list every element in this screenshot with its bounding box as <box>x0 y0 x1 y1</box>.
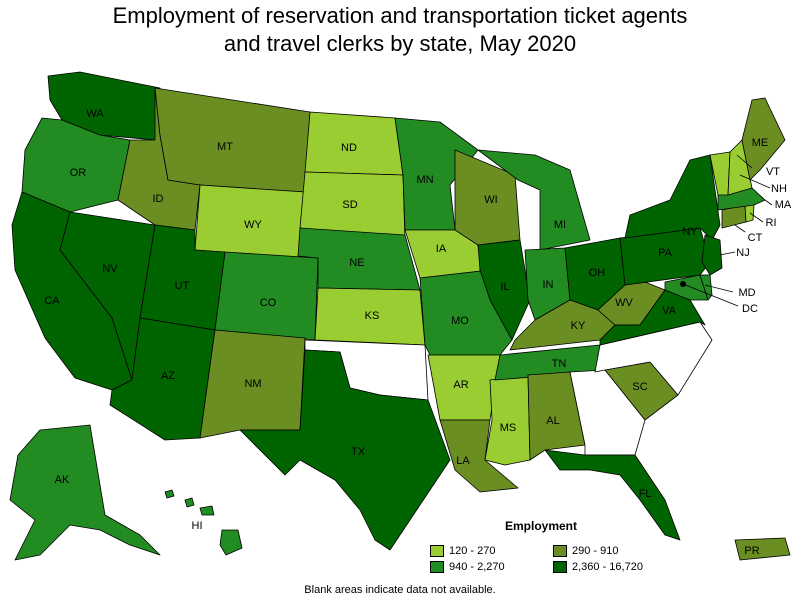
state-al[interactable] <box>527 371 586 461</box>
state-me[interactable] <box>741 97 786 181</box>
state-pr[interactable] <box>734 537 791 561</box>
label-tx: TX <box>351 446 366 458</box>
label-nj: NJ <box>736 247 749 259</box>
label-mn: MN <box>416 174 433 186</box>
state-hi[interactable] <box>164 489 243 556</box>
legend-item-2: 290 - 910 <box>553 545 618 557</box>
label-fl: FL <box>639 488 652 500</box>
legend-label-1: 120 - 270 <box>449 545 496 557</box>
label-nm: NM <box>244 378 261 390</box>
state-co[interactable] <box>214 251 319 341</box>
legend-item-3: 940 - 2,270 <box>430 561 505 573</box>
label-mt: MT <box>217 141 233 153</box>
label-ks: KS <box>365 310 380 322</box>
label-wa: WA <box>86 108 104 120</box>
label-ri: RI <box>766 217 777 229</box>
title-line-2: and travel clerks by state, May 2020 <box>223 31 577 56</box>
label-la: LA <box>456 455 470 467</box>
label-ia: IA <box>436 243 447 255</box>
label-oh: OH <box>589 267 606 279</box>
legend-swatch-2 <box>553 545 567 557</box>
label-wy: WY <box>244 219 262 231</box>
label-or: OR <box>70 167 87 179</box>
state-nc[interactable] <box>594 321 713 396</box>
label-az: AZ <box>161 370 175 382</box>
legend-label-2: 290 - 910 <box>572 545 619 557</box>
label-ut: UT <box>175 280 190 292</box>
label-sc: SC <box>632 381 647 393</box>
label-pa: PA <box>658 247 673 259</box>
legend-label-4: 2,360 - 16,720 <box>572 561 643 573</box>
label-dc: DC <box>742 303 758 315</box>
legend-title: Employment <box>505 519 578 533</box>
state-ms[interactable] <box>484 374 531 466</box>
label-pr: PR <box>744 545 759 557</box>
callout-lines <box>682 154 773 307</box>
label-md: MD <box>738 287 755 299</box>
label-al: AL <box>546 415 559 427</box>
label-ar: AR <box>453 379 468 391</box>
label-ca: CA <box>44 295 60 307</box>
state-mi[interactable] <box>477 149 591 251</box>
label-ct: CT <box>748 232 763 244</box>
state-ak[interactable] <box>9 424 161 561</box>
label-sd: SD <box>342 199 357 211</box>
state-de[interactable] <box>699 274 713 301</box>
label-nv: NV <box>102 263 118 275</box>
legend-swatch-1 <box>430 545 444 557</box>
state-md[interactable] <box>664 274 709 301</box>
label-co: CO <box>260 297 277 309</box>
legend-label-3: 940 - 2,270 <box>449 561 505 573</box>
label-ak: AK <box>55 474 70 486</box>
label-mi: MI <box>554 219 566 231</box>
label-mo: MO <box>451 315 469 327</box>
label-ms: MS <box>500 422 517 434</box>
label-tn: TN <box>552 358 567 370</box>
label-va: VA <box>662 305 677 317</box>
label-ma: MA <box>775 199 792 211</box>
label-wi: WI <box>484 194 497 206</box>
label-ky: KY <box>571 320 586 332</box>
legend-swatch-4 <box>553 561 567 573</box>
legend-item-4: 2,360 - 16,720 <box>553 561 643 573</box>
label-ne: NE <box>349 257 364 269</box>
state-fl[interactable] <box>544 449 681 541</box>
label-me: ME <box>752 137 769 149</box>
label-hi: HI <box>192 520 203 532</box>
state-ri[interactable] <box>744 204 755 223</box>
legend-swatch-3 <box>430 561 444 573</box>
state-mn[interactable] <box>394 117 479 231</box>
state-wa[interactable] <box>47 71 161 141</box>
label-wv: WV <box>615 297 633 309</box>
label-nh: NH <box>771 183 787 195</box>
label-nd: ND <box>341 142 357 154</box>
state-nj[interactable] <box>701 234 723 276</box>
state-nh[interactable] <box>727 139 753 196</box>
footnote: Blank areas indicate data not available. <box>304 584 496 596</box>
map-title: Employment of reservation and transporta… <box>0 2 800 58</box>
state-ny[interactable] <box>624 154 721 241</box>
label-vt: VT <box>766 166 780 178</box>
label-id: ID <box>153 193 164 205</box>
state-mt[interactable] <box>154 87 311 193</box>
label-ny: NY <box>682 226 698 238</box>
state-la[interactable] <box>439 419 519 493</box>
legend-item-1: 120 - 270 <box>430 545 495 557</box>
label-in: IN <box>543 279 554 291</box>
title-line-1: Employment of reservation and transporta… <box>112 3 688 28</box>
state-il[interactable] <box>477 239 531 341</box>
state-tx[interactable] <box>239 349 451 551</box>
label-il: IL <box>500 281 509 293</box>
